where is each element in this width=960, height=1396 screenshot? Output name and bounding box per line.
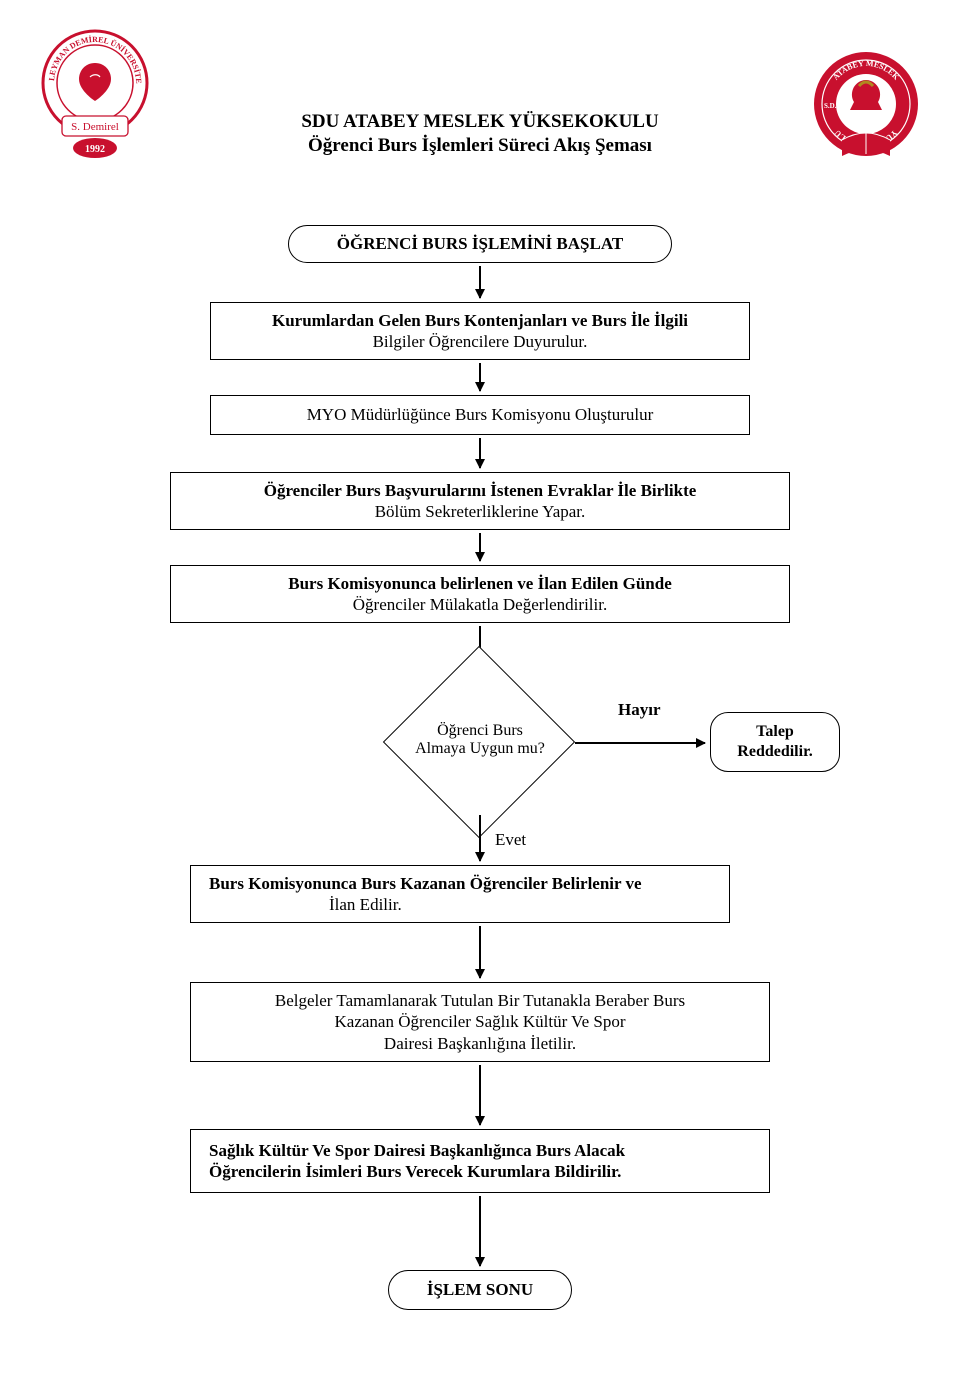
process-6: Belgeler Tamamlanarak Tutulan Bir Tutana… — [190, 982, 770, 1062]
atabey-logo: ATABEY MESLEK YÜKSEKOKULU S.D.Ü. — [812, 50, 920, 170]
p1-line2: Bilgiler Öğrencilere Duyurulur. — [373, 331, 588, 352]
header: SÜLEYMAN DEMİREL ÜNİVERSİTESİ S. Demirel… — [0, 0, 960, 180]
p3-line1: Öğrenciler Burs Başvurularını İstenen Ev… — [264, 480, 697, 501]
arrow-p6-p7 — [479, 1065, 481, 1125]
p7-line2: Öğrencilerin İsimleri Burs Verecek Kurum… — [209, 1161, 621, 1182]
process-2: MYO Müdürlüğünce Burs Komisyonu Oluşturu… — [210, 395, 750, 435]
arrow-start-p1 — [479, 266, 481, 298]
page-title: SDU ATABEY MESLEK YÜKSEKOKULU Öğrenci Bu… — [301, 110, 658, 158]
start-node: ÖĞRENCİ BURS İŞLEMİNİ BAŞLAT — [288, 225, 672, 263]
p3-line2: Bölüm Sekreterliklerine Yapar. — [375, 501, 586, 522]
title-line2: Öğrenci Burs İşlemleri Süreci Akış Şemas… — [301, 134, 658, 158]
process-4: Burs Komisyonunca belirlenen ve İlan Edi… — [170, 565, 790, 623]
p7-line1: Sağlık Kültür Ve Spor Dairesi Başkanlığı… — [209, 1140, 625, 1161]
p1-line1: Kurumlardan Gelen Burs Kontenjanları ve … — [272, 310, 688, 331]
svg-text:S. Demirel: S. Demirel — [71, 121, 119, 133]
p4-line1: Burs Komisyonunca belirlenen ve İlan Edi… — [288, 573, 672, 594]
process-1: Kurumlardan Gelen Burs Kontenjanları ve … — [210, 302, 750, 360]
arrow-p5-p6 — [479, 926, 481, 978]
arrow-p3-p4 — [479, 533, 481, 561]
p2-line1: MYO Müdürlüğünce Burs Komisyonu Oluşturu… — [307, 404, 654, 425]
p6-line1: Belgeler Tamamlanarak Tutulan Bir Tutana… — [275, 990, 685, 1011]
reject-l2: Reddedilir. — [737, 742, 812, 762]
start-label: ÖĞRENCİ BURS İŞLEMİNİ BAŞLAT — [337, 233, 623, 254]
reject-node: Talep Reddedilir. — [710, 712, 840, 772]
arrow-p1-p2 — [479, 363, 481, 391]
arrow-p2-p3 — [479, 438, 481, 468]
end-node: İŞLEM SONU — [388, 1270, 572, 1310]
end-label: İŞLEM SONU — [427, 1279, 533, 1300]
title-line1: SDU ATABEY MESLEK YÜKSEKOKULU — [301, 110, 658, 134]
p4-line2: Öğrenciler Mülakatla Değerlendirilir. — [353, 594, 607, 615]
p5-line1: Burs Komisyonunca Burs Kazanan Öğrencile… — [209, 873, 642, 894]
p6-line2: Kazanan Öğrenciler Sağlık Kültür Ve Spor — [335, 1011, 626, 1032]
arrow-dec-p5 — [479, 815, 481, 861]
process-3: Öğrenciler Burs Başvurularını İstenen Ev… — [170, 472, 790, 530]
arrow-dec-reject — [575, 742, 705, 744]
svg-text:1992: 1992 — [85, 144, 105, 155]
yes-label: Evet — [495, 830, 526, 850]
arrow-p7-end — [479, 1196, 481, 1266]
no-label: Hayır — [618, 700, 661, 720]
process-7: Sağlık Kültür Ve Spor Dairesi Başkanlığı… — [190, 1129, 770, 1193]
p5-line2: İlan Edilir. — [209, 894, 402, 915]
process-5: Burs Komisyonunca Burs Kazanan Öğrencile… — [190, 865, 730, 923]
reject-l1: Talep — [756, 722, 794, 742]
p6-line3: Dairesi Başkanlığına İletilir. — [384, 1033, 576, 1054]
decision-node — [383, 646, 575, 838]
sdu-logo: SÜLEYMAN DEMİREL ÜNİVERSİTESİ S. Demirel… — [40, 28, 150, 158]
